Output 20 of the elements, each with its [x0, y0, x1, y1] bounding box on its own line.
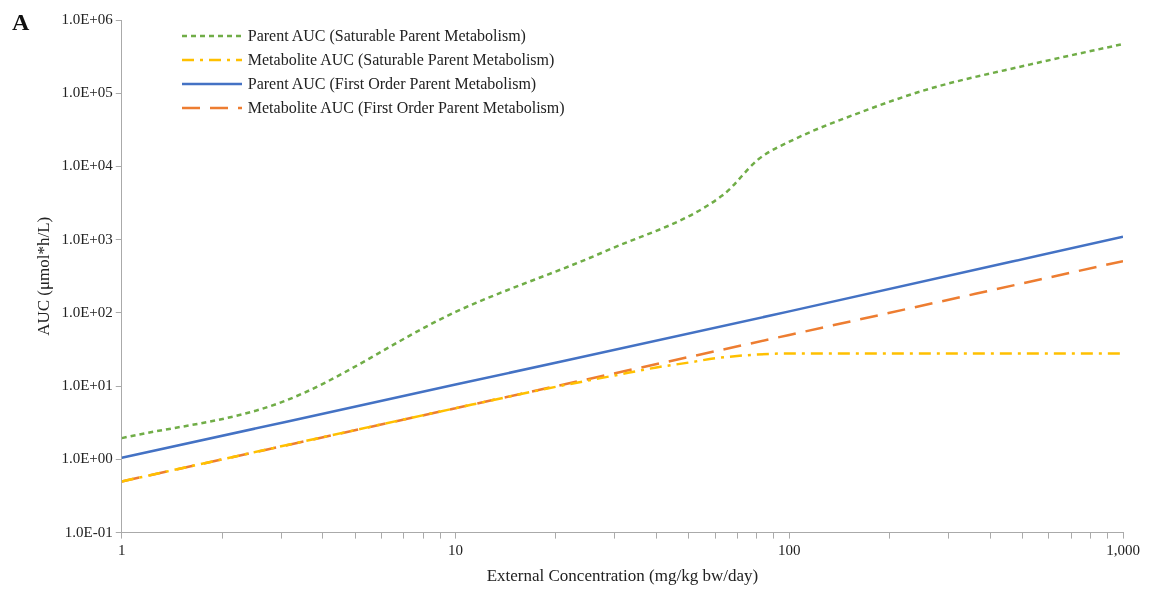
text: A	[12, 9, 30, 36]
y-tick-label: 1.0E+02	[61, 303, 113, 320]
y-tick-label: 1.0E+03	[61, 230, 113, 247]
x-axis-title: External Concentration (mg/kg bw/day)	[486, 566, 759, 586]
legend-label: Parent AUC (Saturable Parent Metabolism)	[247, 27, 526, 45]
y-tick-label: 1.0E+00	[61, 450, 113, 467]
line-series	[121, 235, 1123, 460]
y-tick-label: 1.0E-01	[64, 523, 113, 540]
y-axis-title: AUC (μmol*h/L)	[33, 216, 53, 336]
x-tick-label: 10	[448, 541, 464, 558]
y-tick-label: 1.0E+04	[61, 157, 114, 174]
y-tick-label: 1.0E+06	[61, 10, 114, 27]
x-tick-label: 1,000	[1106, 541, 1140, 558]
y-tick-label: 1.0E+01	[61, 377, 113, 394]
legend-label: Parent AUC (First Order Parent Metabolism)	[247, 75, 537, 93]
legend-label: Metabolite AUC (First Order Parent Metabolism)	[247, 99, 565, 117]
y-tick-label: 1.0E+05	[61, 84, 113, 101]
legend-label: Metabolite AUC (Saturable Parent Metabolism)	[247, 51, 555, 69]
x-tick-label: 100	[778, 541, 801, 558]
x-tick-label: 1	[118, 541, 126, 558]
